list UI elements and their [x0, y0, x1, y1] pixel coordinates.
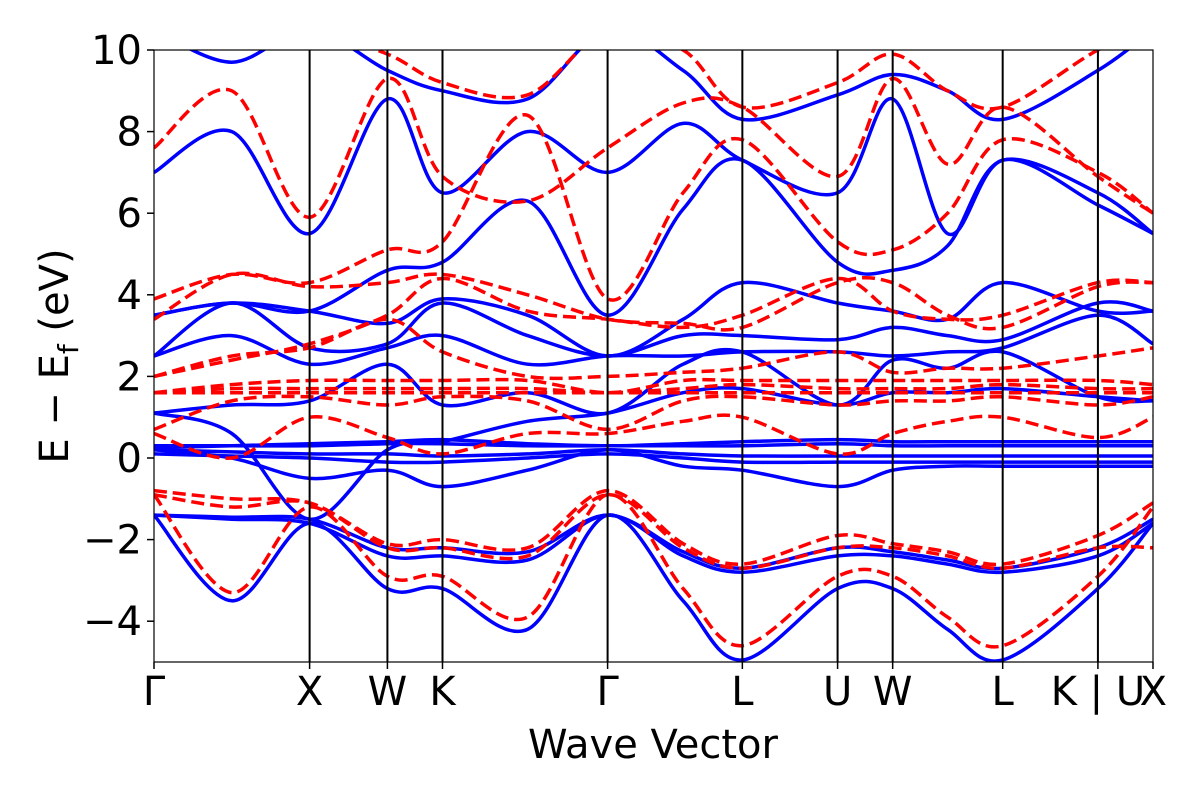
x-tick-label-1: X: [296, 669, 323, 715]
solid-band-line-6: [154, 437, 1153, 450]
solid-band-line-7: [154, 441, 1153, 448]
x-tick-label-6: U: [823, 669, 852, 715]
dashed-band-line-20: [154, 394, 1153, 432]
y-axis-label-subscript: f: [52, 343, 85, 354]
x-tick-label-8: L: [992, 669, 1015, 715]
dashed-band-line-19: [154, 413, 1153, 460]
x-tick-label-2: W: [368, 669, 408, 715]
dashed-band-line-25: [154, 276, 1153, 379]
solid-band-line-4: [154, 452, 1153, 465]
solid-band-line-11: [154, 300, 1153, 358]
x-tick-label-4: Γ: [596, 669, 619, 715]
solid-band-line-5: [154, 448, 1153, 458]
y-axis-label-unit: (eV): [32, 248, 78, 344]
plot-frame: [153, 49, 1154, 663]
x-tick-label-3: K: [429, 669, 457, 715]
y-tick-label-6: 8: [117, 110, 142, 156]
dashed-band-line-23: [154, 377, 1153, 395]
dashed-band-line-28: [154, 76, 1153, 220]
solid-band-line-9: [154, 347, 1153, 416]
high-symmetry-lines: [308, 50, 1099, 662]
solid-band-line-14: [154, 97, 1153, 237]
x-tick-label-5: L: [731, 669, 754, 715]
dashed-band-line-27: [154, 113, 1153, 302]
y-ticks: −4 −2 0 2 4 6 8 10: [83, 28, 154, 645]
x-tick-label-7: W: [873, 669, 913, 715]
y-tick-label-2: 0: [117, 436, 142, 482]
solid-band-line-1: [154, 513, 1153, 575]
solid-band-line-15: [188, 50, 1131, 122]
y-tick-label-1: −2: [83, 518, 142, 564]
y-tick-label-4: 4: [117, 273, 142, 319]
y-axis-label-main: E − E: [32, 354, 78, 464]
solid-band-line-10: [154, 313, 1153, 367]
x-tick-label-0: Γ: [143, 669, 166, 715]
y-axis-label: E − Ef (eV): [32, 248, 85, 463]
x-tick-label-9: K | U: [1051, 669, 1145, 715]
y-tick-label-3: 2: [117, 354, 142, 400]
solid-band-line-13: [154, 156, 1153, 317]
solid-band-line-3: [154, 448, 1153, 489]
solid-band-line-12: [154, 280, 1153, 358]
dashed-band-line-26: [154, 271, 1153, 332]
dashed-band-line-29: [372, 50, 1102, 111]
dashed-band-line-24: [154, 317, 1153, 381]
y-tick-label-0: −4: [83, 599, 142, 645]
x-tick-label-10: X: [1140, 669, 1167, 715]
x-axis-label: Wave Vector: [528, 722, 779, 768]
y-tick-label-5: 6: [117, 191, 142, 237]
y-tick-label-7: 10: [91, 28, 142, 74]
dashed-band-line-16: [154, 492, 1153, 649]
dashed-band-line-22: [154, 382, 1153, 395]
